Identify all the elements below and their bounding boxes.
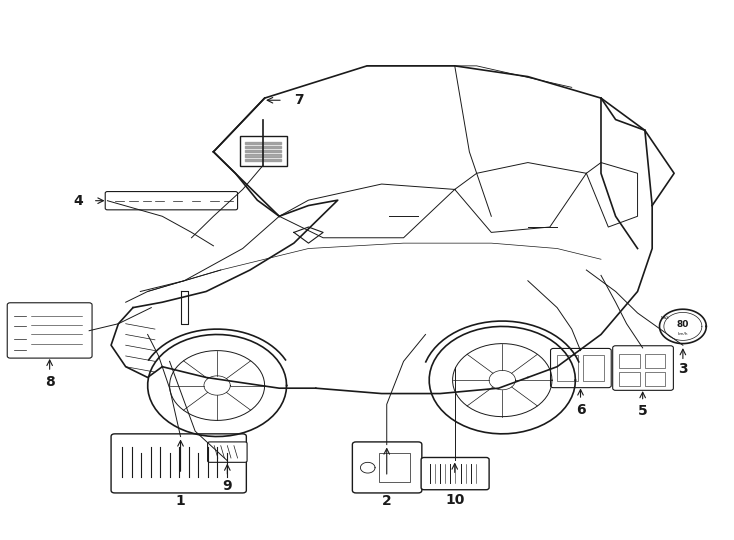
FancyBboxPatch shape (111, 434, 247, 493)
Text: 4: 4 (73, 194, 83, 208)
FancyBboxPatch shape (645, 354, 665, 368)
FancyBboxPatch shape (421, 457, 489, 490)
FancyBboxPatch shape (645, 372, 665, 386)
Text: 80: 80 (677, 320, 689, 329)
Text: 1: 1 (175, 494, 186, 508)
Text: 8: 8 (45, 375, 54, 389)
FancyBboxPatch shape (105, 192, 238, 210)
FancyBboxPatch shape (613, 346, 673, 390)
Text: 3: 3 (678, 362, 688, 376)
FancyBboxPatch shape (557, 355, 578, 381)
FancyBboxPatch shape (584, 355, 604, 381)
FancyBboxPatch shape (619, 354, 640, 368)
FancyBboxPatch shape (619, 372, 640, 386)
FancyBboxPatch shape (379, 453, 410, 482)
FancyBboxPatch shape (240, 136, 286, 166)
Text: 9: 9 (222, 479, 232, 493)
Text: 6: 6 (575, 403, 585, 417)
Text: 5: 5 (638, 404, 647, 418)
FancyBboxPatch shape (7, 303, 92, 358)
FancyBboxPatch shape (550, 348, 611, 388)
Text: 2: 2 (382, 494, 392, 508)
Text: MAX: MAX (661, 316, 669, 320)
FancyBboxPatch shape (352, 442, 422, 493)
Text: 7: 7 (294, 93, 303, 107)
Text: 10: 10 (445, 493, 465, 507)
FancyBboxPatch shape (208, 442, 247, 462)
Text: km/h: km/h (677, 332, 688, 336)
